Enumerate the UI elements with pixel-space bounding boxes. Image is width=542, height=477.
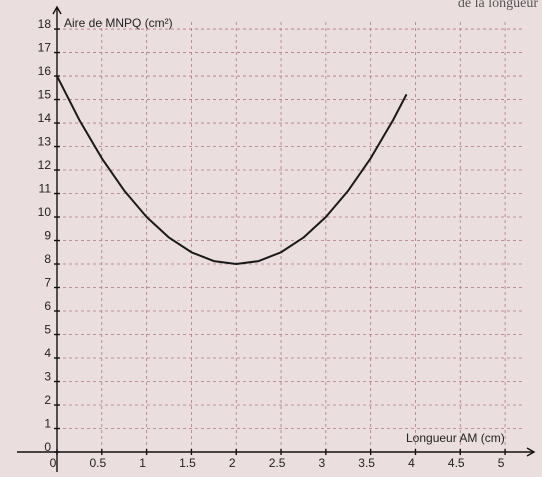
x-tick-label: 0.5 bbox=[89, 456, 106, 470]
x-tick-label: 4.5 bbox=[448, 456, 465, 470]
y-tick-label: 17 bbox=[38, 41, 52, 55]
x-tick-label: 3.5 bbox=[358, 456, 375, 470]
y-tick-label: 18 bbox=[38, 17, 52, 31]
y-tick-label: 3 bbox=[44, 370, 51, 384]
y-tick-label: 4 bbox=[44, 346, 51, 360]
x-tick-label: 2.5 bbox=[269, 456, 286, 470]
x-tick-label: 5 bbox=[498, 456, 505, 470]
y-tick-label: 7 bbox=[44, 276, 51, 290]
y-tick-label: 5 bbox=[44, 323, 51, 337]
y-tick-label: 9 bbox=[44, 229, 51, 243]
y-tick-label: 11 bbox=[39, 182, 52, 196]
y-tick-label: 12 bbox=[38, 158, 52, 172]
y-tick-label: 10 bbox=[38, 205, 52, 219]
y-tick-label: 14 bbox=[38, 111, 52, 125]
x-axis-arrow bbox=[526, 447, 536, 457]
y-tick-label: 6 bbox=[44, 299, 51, 313]
curve bbox=[56, 75, 408, 266]
y-tick-label: 8 bbox=[44, 252, 51, 266]
x-tick-label: 1 bbox=[139, 456, 146, 470]
x-tick-label: 0 bbox=[50, 456, 57, 470]
y-tick-label: 16 bbox=[38, 64, 52, 78]
x-tick-label: 3 bbox=[319, 456, 326, 470]
y-tick-label: 1 bbox=[44, 417, 51, 431]
y-tick-label: 2 bbox=[44, 393, 51, 407]
x-tick-label: 1.5 bbox=[179, 456, 196, 470]
y-axis-arrow bbox=[52, 5, 62, 15]
x-tick-label: 4 bbox=[408, 456, 415, 470]
y-tick-label: 13 bbox=[38, 135, 52, 149]
y-axis-label: Aire de MNPQ (cm²) bbox=[64, 16, 173, 30]
y-tick-label: 15 bbox=[38, 88, 52, 102]
x-axis-label: Longueur AM (cm) bbox=[406, 431, 505, 445]
x-tick-label: 2 bbox=[229, 456, 236, 470]
y-tick-label: 0 bbox=[44, 440, 51, 454]
corner-text: de la longueur bbox=[458, 0, 538, 11]
